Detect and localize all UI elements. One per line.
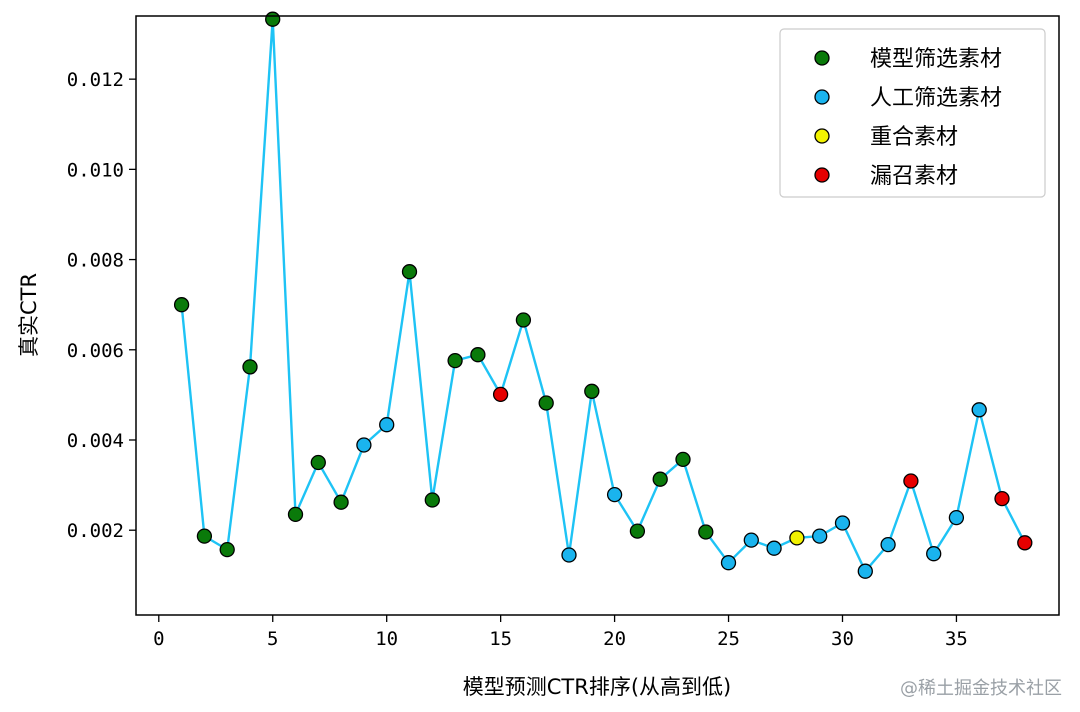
legend-marker <box>814 50 830 66</box>
legend-marker <box>814 89 830 105</box>
x-tick-label: 30 <box>831 628 854 650</box>
legend-label: 人工筛选素材 <box>870 86 1002 111</box>
data-point-s1-27 <box>766 540 782 556</box>
data-point-s0-17 <box>538 395 554 411</box>
data-point-s0-14 <box>470 347 486 363</box>
data-point-s1-18 <box>561 547 577 563</box>
x-tick-label: 10 <box>375 628 398 650</box>
x-tick-label: 15 <box>489 628 512 650</box>
data-point-s1-34 <box>926 546 942 562</box>
data-point-s0-6 <box>287 506 304 523</box>
data-point-s0-12 <box>424 492 440 508</box>
data-point-s0-19 <box>584 383 600 399</box>
x-tick-label: 35 <box>945 628 968 650</box>
data-point-s1-35 <box>948 509 965 526</box>
y-tick-label: 0.008 <box>67 250 124 272</box>
data-point-s0-16 <box>515 312 532 328</box>
data-point-s1-25 <box>720 555 737 571</box>
data-point-s0-24 <box>698 524 714 540</box>
data-point-s3-38 <box>1017 535 1033 551</box>
legend-label: 漏召素材 <box>870 164 958 189</box>
data-point-s3-33 <box>903 473 919 489</box>
x-tick-label: 25 <box>717 628 740 650</box>
y-tick-label: 0.006 <box>67 340 124 362</box>
x-axis-title: 模型预测CTR排序(从高到低) <box>463 675 731 699</box>
data-point-s1-20 <box>606 486 623 503</box>
data-point-s1-31 <box>857 563 873 579</box>
data-point-s0-5 <box>265 11 281 27</box>
data-point-s1-29 <box>812 528 828 544</box>
data-point-s1-36 <box>971 402 987 418</box>
legend-marker <box>814 128 830 144</box>
y-tick-label: 0.012 <box>67 69 124 91</box>
y-tick-label: 0.002 <box>67 520 124 542</box>
data-point-s0-13 <box>447 352 463 369</box>
data-point-s0-22 <box>652 471 668 487</box>
data-point-s1-9 <box>356 437 372 453</box>
data-point-s0-23 <box>675 451 691 468</box>
data-point-s0-3 <box>219 541 235 558</box>
data-point-s0-4 <box>242 359 258 375</box>
x-tick-label: 20 <box>603 628 626 650</box>
data-point-s0-2 <box>196 528 213 544</box>
data-point-s0-11 <box>401 264 418 280</box>
data-point-s1-30 <box>834 515 851 531</box>
data-point-s3-15 <box>492 386 509 403</box>
data-point-s1-26 <box>743 532 759 548</box>
legend-marker <box>814 167 830 183</box>
y-tick-label: 0.004 <box>67 430 124 452</box>
plot-frame <box>135 15 1060 616</box>
data-point-s2-28 <box>789 530 805 546</box>
watermark: @稀土掘金技术社区 <box>900 678 1062 699</box>
data-point-s1-10 <box>379 417 395 433</box>
data-point-s0-7 <box>310 454 326 471</box>
data-point-s0-8 <box>333 494 349 510</box>
data-point-s3-37 <box>994 490 1010 507</box>
legend-label: 重合素材 <box>870 125 958 150</box>
y-axis-title: 真实CTR <box>17 273 41 357</box>
x-tick-label: 0 <box>153 628 164 650</box>
legend-frame <box>779 28 1046 198</box>
y-tick-label: 0.010 <box>67 159 124 181</box>
data-point-s0-1 <box>173 297 190 313</box>
data-point-s0-21 <box>629 523 646 539</box>
data-point-s1-32 <box>880 536 896 553</box>
legend-label: 模型筛选素材 <box>870 47 1002 72</box>
x-tick-label: 5 <box>267 628 278 650</box>
